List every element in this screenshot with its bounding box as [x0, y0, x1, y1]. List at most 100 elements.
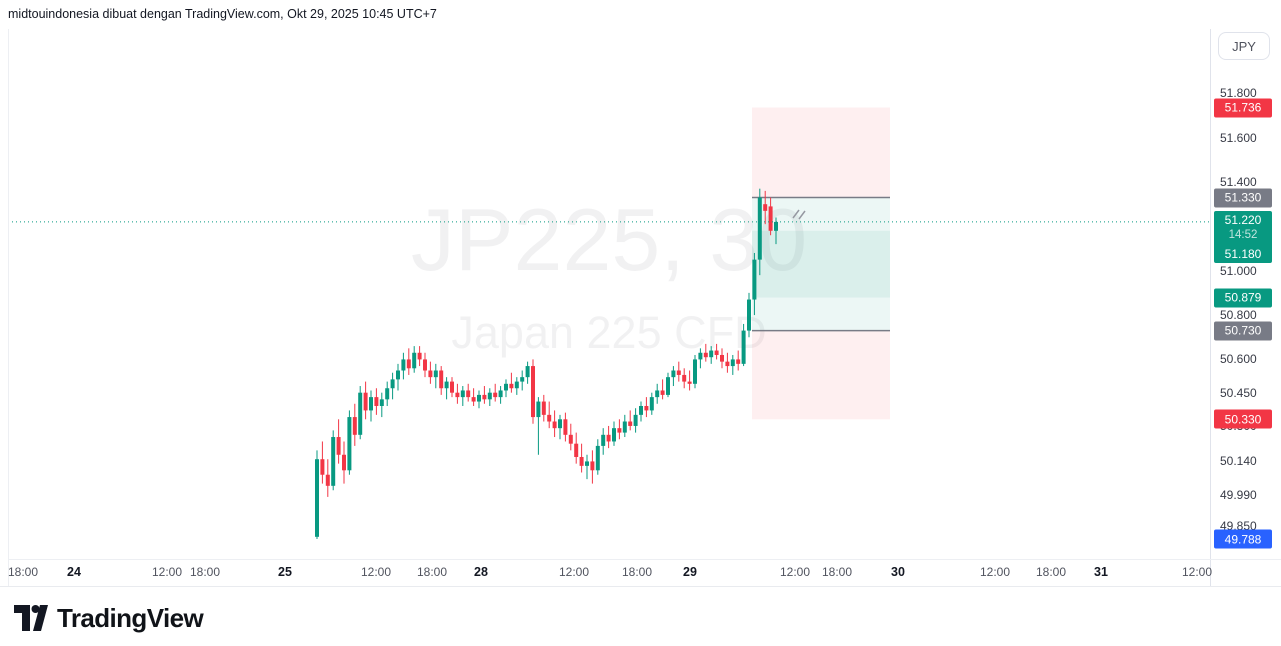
candle[interactable] — [406, 359, 411, 369]
candle[interactable] — [585, 461, 589, 466]
tradingview-logo[interactable]: TradingView — [14, 600, 204, 636]
candle[interactable] — [590, 461, 595, 471]
candle[interactable] — [612, 428, 616, 442]
candle[interactable] — [482, 394, 487, 400]
candle[interactable] — [471, 397, 476, 402]
candle[interactable] — [655, 390, 660, 398]
candle[interactable] — [433, 370, 438, 378]
candle[interactable] — [396, 370, 400, 380]
candle[interactable] — [639, 405, 643, 415]
candle[interactable] — [622, 421, 627, 433]
candle[interactable] — [541, 401, 546, 415]
candle[interactable] — [531, 366, 535, 418]
candle[interactable] — [520, 377, 525, 382]
candle[interactable] — [379, 399, 384, 406]
time-axis-day-label: 29 — [683, 565, 697, 579]
candle[interactable] — [439, 370, 444, 389]
candle[interactable] — [720, 354, 724, 362]
candle[interactable] — [428, 370, 433, 378]
candle[interactable] — [644, 405, 649, 411]
candle[interactable] — [493, 392, 498, 398]
candle[interactable] — [336, 437, 341, 455]
candle[interactable] — [763, 204, 768, 211]
candle[interactable] — [617, 428, 622, 433]
candle[interactable] — [558, 419, 562, 429]
price-badge-target: 50.879 — [1214, 288, 1272, 308]
candle[interactable] — [606, 434, 611, 442]
candle[interactable] — [444, 381, 449, 389]
candle[interactable] — [536, 401, 541, 418]
candle[interactable] — [601, 434, 606, 446]
candle[interactable] — [752, 259, 757, 300]
candle[interactable] — [417, 352, 422, 360]
candle[interactable] — [331, 437, 336, 486]
candle[interactable] — [660, 390, 665, 395]
candle[interactable] — [563, 419, 568, 435]
candle[interactable] — [401, 359, 406, 371]
candle[interactable] — [466, 390, 471, 398]
candle[interactable] — [374, 397, 379, 406]
candle[interactable] — [342, 454, 346, 471]
candle[interactable] — [325, 474, 330, 486]
candle[interactable] — [698, 352, 703, 360]
candle[interactable] — [315, 459, 319, 537]
price-badge-entry: 51.330 — [1214, 188, 1272, 208]
candle[interactable] — [455, 392, 460, 398]
candle[interactable] — [687, 381, 692, 384]
candle[interactable] — [460, 390, 465, 398]
candle[interactable] — [757, 197, 762, 260]
candle[interactable] — [633, 414, 638, 426]
candle[interactable] — [736, 359, 741, 364]
price-axis-separator — [1210, 29, 1211, 586]
short-position-stop-zone[interactable] — [752, 107, 890, 198]
currency-toggle-button[interactable]: JPY — [1218, 32, 1270, 60]
current-price-value: 51.220 — [1224, 212, 1262, 227]
candle[interactable] — [768, 206, 773, 231]
candle[interactable] — [363, 392, 368, 411]
candle[interactable] — [725, 361, 730, 367]
candle[interactable] — [487, 392, 492, 400]
candle[interactable] — [671, 370, 676, 378]
long-position-profit-zone[interactable] — [752, 230, 890, 331]
candle[interactable] — [320, 459, 325, 475]
candle[interactable] — [347, 417, 352, 471]
candle[interactable] — [412, 352, 417, 369]
candle[interactable] — [552, 421, 557, 429]
candle[interactable] — [709, 350, 714, 358]
candle[interactable] — [358, 392, 363, 435]
candle[interactable] — [352, 417, 357, 435]
candle[interactable] — [509, 383, 514, 389]
candle[interactable] — [385, 388, 390, 400]
candle[interactable] — [574, 443, 579, 457]
candle[interactable] — [730, 359, 735, 367]
candle[interactable] — [703, 352, 708, 358]
position-tool-handle[interactable] — [798, 210, 806, 220]
candle[interactable] — [525, 366, 530, 378]
candle[interactable] — [666, 377, 670, 395]
candle[interactable] — [741, 330, 746, 364]
candle[interactable] — [676, 370, 681, 375]
candle[interactable] — [423, 359, 427, 371]
candle[interactable] — [579, 456, 584, 466]
candle[interactable] — [514, 381, 519, 389]
candle[interactable] — [682, 374, 687, 382]
candle[interactable] — [547, 414, 552, 422]
candle[interactable] — [477, 394, 481, 402]
short-position-profit-zone[interactable] — [752, 197, 890, 298]
candle[interactable] — [498, 390, 503, 398]
candle[interactable] — [390, 379, 395, 389]
candle[interactable] — [628, 421, 633, 426]
candle[interactable] — [595, 445, 600, 471]
position-tool-handle[interactable] — [792, 209, 800, 219]
candle[interactable] — [369, 397, 373, 411]
candle[interactable] — [714, 350, 719, 355]
candle[interactable] — [649, 397, 654, 411]
candle[interactable] — [450, 381, 454, 393]
candle[interactable] — [693, 359, 697, 384]
candle[interactable] — [568, 434, 573, 444]
long-position-stop-zone[interactable] — [752, 330, 890, 420]
candle[interactable] — [774, 221, 778, 231]
candle[interactable] — [747, 299, 751, 331]
candle[interactable] — [504, 383, 508, 391]
